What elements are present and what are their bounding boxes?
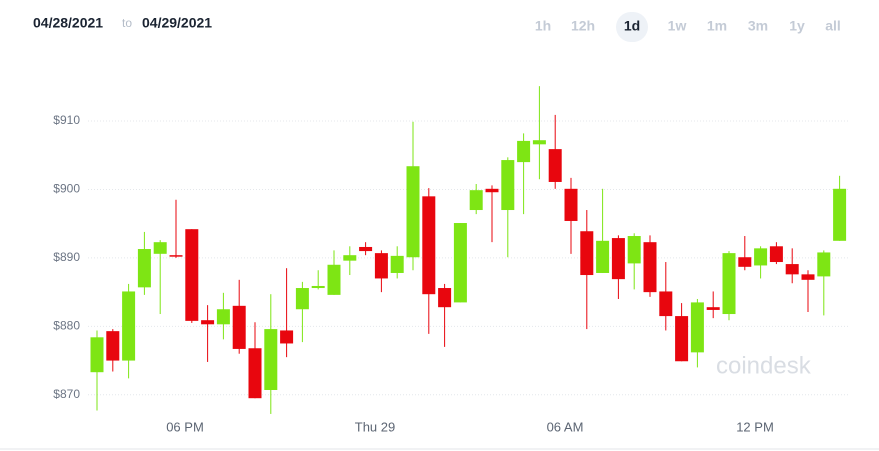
candle-body <box>517 140 531 163</box>
y-tick-label: $910 <box>53 113 80 127</box>
candle-body <box>343 255 357 261</box>
candle-body <box>311 285 325 289</box>
candle-body <box>817 252 831 277</box>
y-tick-label: $870 <box>53 387 80 401</box>
timeframe-button[interactable]: 1w <box>668 18 687 34</box>
x-tick-label: Thu 29 <box>355 419 395 434</box>
candle-body <box>453 223 467 303</box>
candle-body <box>359 246 373 252</box>
candle-body <box>801 274 815 280</box>
candle-body <box>438 288 452 308</box>
candle-body <box>137 249 151 288</box>
candle-body <box>659 291 673 317</box>
timeframe-button[interactable]: 12h <box>571 18 595 34</box>
candle-body <box>596 240 610 273</box>
timeframe-selected-bg <box>616 12 648 42</box>
candle-body <box>690 302 704 353</box>
candle-body <box>833 188 847 241</box>
x-tick-label: 06 AM <box>547 419 584 434</box>
candle-body <box>264 329 278 390</box>
candle-body <box>390 255 404 273</box>
x-tick-label: 12 PM <box>736 419 774 434</box>
range-from: 04/28/2021 <box>33 15 103 31</box>
candle-body <box>627 236 641 264</box>
candle-body <box>754 248 768 266</box>
candle-body <box>564 188 578 221</box>
candle-body <box>422 196 436 295</box>
timeframe-button[interactable]: 1y <box>789 18 805 34</box>
candle-body <box>90 337 104 373</box>
candle-body <box>469 190 483 211</box>
candle-body <box>201 320 215 325</box>
candle-body <box>785 264 799 275</box>
candle-body <box>406 166 420 258</box>
candle-body <box>374 253 388 279</box>
candle-body <box>153 242 167 254</box>
timeframe-button[interactable]: 1d <box>624 18 640 34</box>
timeframe-button[interactable]: 1h <box>535 18 551 34</box>
candle-body <box>706 307 720 310</box>
y-tick-label: $880 <box>53 319 80 333</box>
candle-body <box>248 348 262 399</box>
candle-body <box>501 160 515 211</box>
watermark: coindesk <box>716 352 812 379</box>
candle-body <box>532 140 546 145</box>
candle-body <box>280 330 294 344</box>
candle-body <box>722 253 736 315</box>
range-sep: to <box>122 16 132 30</box>
y-tick-label: $890 <box>53 250 80 264</box>
candle-body <box>185 229 199 321</box>
candle-body <box>232 305 246 349</box>
candle-body <box>675 316 689 362</box>
candle-body <box>485 188 499 193</box>
candle-body <box>643 242 657 293</box>
candle-body <box>122 291 136 361</box>
candle-body <box>611 238 625 280</box>
timeframe-button[interactable]: all <box>825 18 841 34</box>
range-to: 04/29/2021 <box>142 15 212 31</box>
x-tick-label: 06 PM <box>166 419 204 434</box>
candle-body <box>327 264 341 295</box>
candle-body <box>216 309 230 325</box>
candle-body <box>738 257 752 267</box>
candle-body <box>769 246 783 263</box>
candle-body <box>548 149 562 182</box>
candle-body <box>169 255 183 257</box>
candle-body <box>580 231 594 276</box>
candle-body <box>295 288 309 310</box>
y-tick-label: $900 <box>53 182 80 196</box>
candle-body <box>106 331 120 361</box>
timeframe-button[interactable]: 1m <box>707 18 727 34</box>
timeframe-button[interactable]: 3m <box>748 18 768 34</box>
